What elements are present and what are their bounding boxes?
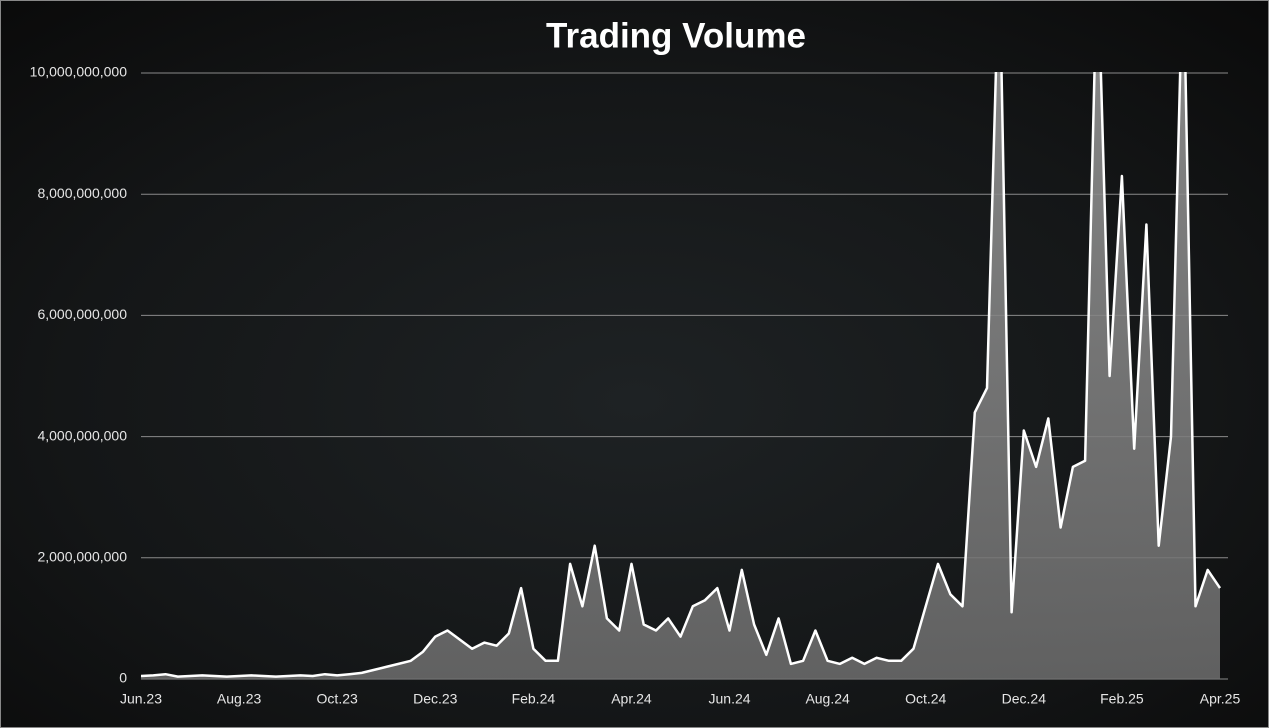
y-tick-label: 6,000,000,000	[37, 306, 127, 322]
x-tick-label: Apr.24	[611, 691, 652, 707]
x-tick-label: Dec.23	[413, 691, 458, 707]
area	[141, 72, 1220, 679]
y-tick-label: 10,000,000,000	[30, 64, 128, 80]
y-tick-label: 4,000,000,000	[37, 427, 127, 443]
x-tick-label: Jun.23	[120, 691, 162, 707]
x-tick-label: Apr.25	[1200, 691, 1241, 707]
x-tick-label: Feb.24	[512, 691, 556, 707]
line	[141, 72, 1222, 678]
y-tick-label: 2,000,000,000	[37, 549, 127, 565]
y-tick-label: 8,000,000,000	[37, 185, 127, 201]
x-tick-label: Feb.25	[1100, 691, 1144, 707]
x-tick-label: Dec.24	[1002, 691, 1047, 707]
x-tick-label: Aug.23	[217, 691, 262, 707]
x-tick-label: Jun.24	[709, 691, 751, 707]
x-tick-label: Aug.24	[805, 691, 850, 707]
x-tick-label: Oct.24	[905, 691, 946, 707]
y-tick-label: 0	[119, 670, 127, 686]
chart-title: Trading Volume	[546, 16, 806, 55]
x-tick-label: Oct.23	[317, 691, 358, 707]
